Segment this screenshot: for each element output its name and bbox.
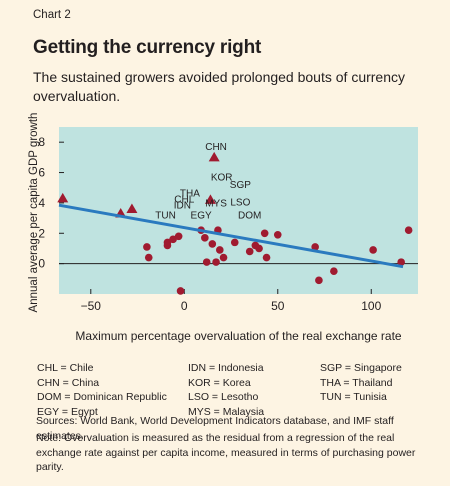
- legend-column-2: IDN = Indonesia KOR = Korea LSO = Lesoth…: [188, 361, 264, 419]
- trend-line: [58, 203, 404, 269]
- circle-point: [212, 258, 220, 266]
- circle-point: [201, 234, 209, 242]
- y-tick-label: 8: [38, 135, 45, 149]
- legend-entry: LSO = Lesotho: [188, 391, 259, 403]
- y-tick-label: 4: [38, 196, 45, 210]
- legend-column-3: SGP = Singapore THA = Thailand TUN = Tun…: [320, 361, 402, 405]
- country-label: CHN: [205, 142, 227, 153]
- legend-entry: TUN = Tunisia: [320, 391, 387, 403]
- legend-entry: KOR = Korea: [188, 376, 251, 389]
- x-axis-title: Maximum percentage overvaluation of the …: [75, 329, 402, 343]
- country-label: TUN: [155, 211, 176, 222]
- circle-point: [202, 258, 211, 266]
- circle-point: [169, 235, 177, 244]
- chart-title: Getting the currency right: [33, 37, 262, 58]
- triangle-point: [57, 192, 69, 203]
- x-tick-label: 0: [181, 299, 188, 313]
- y-tick-label: 6: [38, 166, 45, 180]
- sources-note: Sources: World Bank, World Development I…: [36, 415, 394, 442]
- country-label: IDN: [174, 201, 191, 212]
- circle-point: [369, 246, 377, 254]
- circle-point: [311, 243, 319, 251]
- circle-point: [245, 247, 254, 256]
- country-label: DOM: [238, 211, 261, 222]
- circle-point: [163, 238, 172, 247]
- legend-column-1: CHL = Chile CHN = China DOM = Dominican …: [37, 361, 167, 419]
- circle-point: [315, 276, 323, 285]
- country-label: MYS: [205, 198, 227, 209]
- country-label: SGP: [230, 180, 251, 191]
- chart-label: Chart 2: [33, 9, 71, 21]
- y-tick-label: 0: [38, 257, 45, 271]
- legend-entry: IDN = Indonesia: [188, 362, 264, 374]
- circle-point: [219, 253, 228, 262]
- circle-point: [273, 230, 282, 239]
- circle-point: [262, 253, 271, 262]
- country-label: KOR: [211, 173, 233, 184]
- chart-subtitle: The sustained growers avoided prolonged …: [33, 69, 405, 104]
- x-tick-label: 50: [271, 299, 285, 313]
- circle-point: [143, 243, 151, 251]
- triangle-point: [208, 151, 220, 162]
- legend-entry: MYS = Malaysia: [188, 405, 265, 418]
- y-axis-title: Annual average per capita GDP growth: [28, 113, 40, 313]
- legend-entry: CHN = China: [37, 376, 100, 389]
- circle-point: [230, 238, 239, 247]
- methodology-note: Note: Overvaluation is measured as the r…: [36, 432, 416, 473]
- legend-entry: EGY = Egypt: [37, 405, 98, 418]
- circle-point: [174, 232, 183, 241]
- x-tick-label: −50: [81, 299, 102, 313]
- triangle-point: [126, 203, 138, 213]
- circle-point: [208, 240, 217, 248]
- y-tick-label: 2: [38, 226, 45, 240]
- legend-entry: THA = Thailand: [320, 376, 393, 389]
- circle-point: [397, 258, 405, 266]
- country-label: THA: [180, 189, 200, 200]
- circle-point: [330, 267, 338, 276]
- circle-point: [176, 287, 185, 295]
- legend-entry: DOM = Dominican Republic: [37, 391, 167, 403]
- circle-point: [216, 246, 224, 254]
- country-label: LSO: [230, 198, 250, 209]
- circle-point: [144, 253, 153, 262]
- x-tick-label: 100: [361, 299, 381, 313]
- legend-entry: SGP = Singapore: [320, 362, 402, 374]
- circle-point: [404, 226, 413, 235]
- triangle-point: [204, 194, 216, 204]
- circle-point: [255, 244, 263, 253]
- circle-point: [260, 229, 269, 238]
- country-label: EGY: [191, 211, 212, 222]
- plot-area: [59, 127, 418, 294]
- country-label: CHL: [174, 195, 194, 206]
- legend-entry: CHL = Chile: [37, 362, 94, 374]
